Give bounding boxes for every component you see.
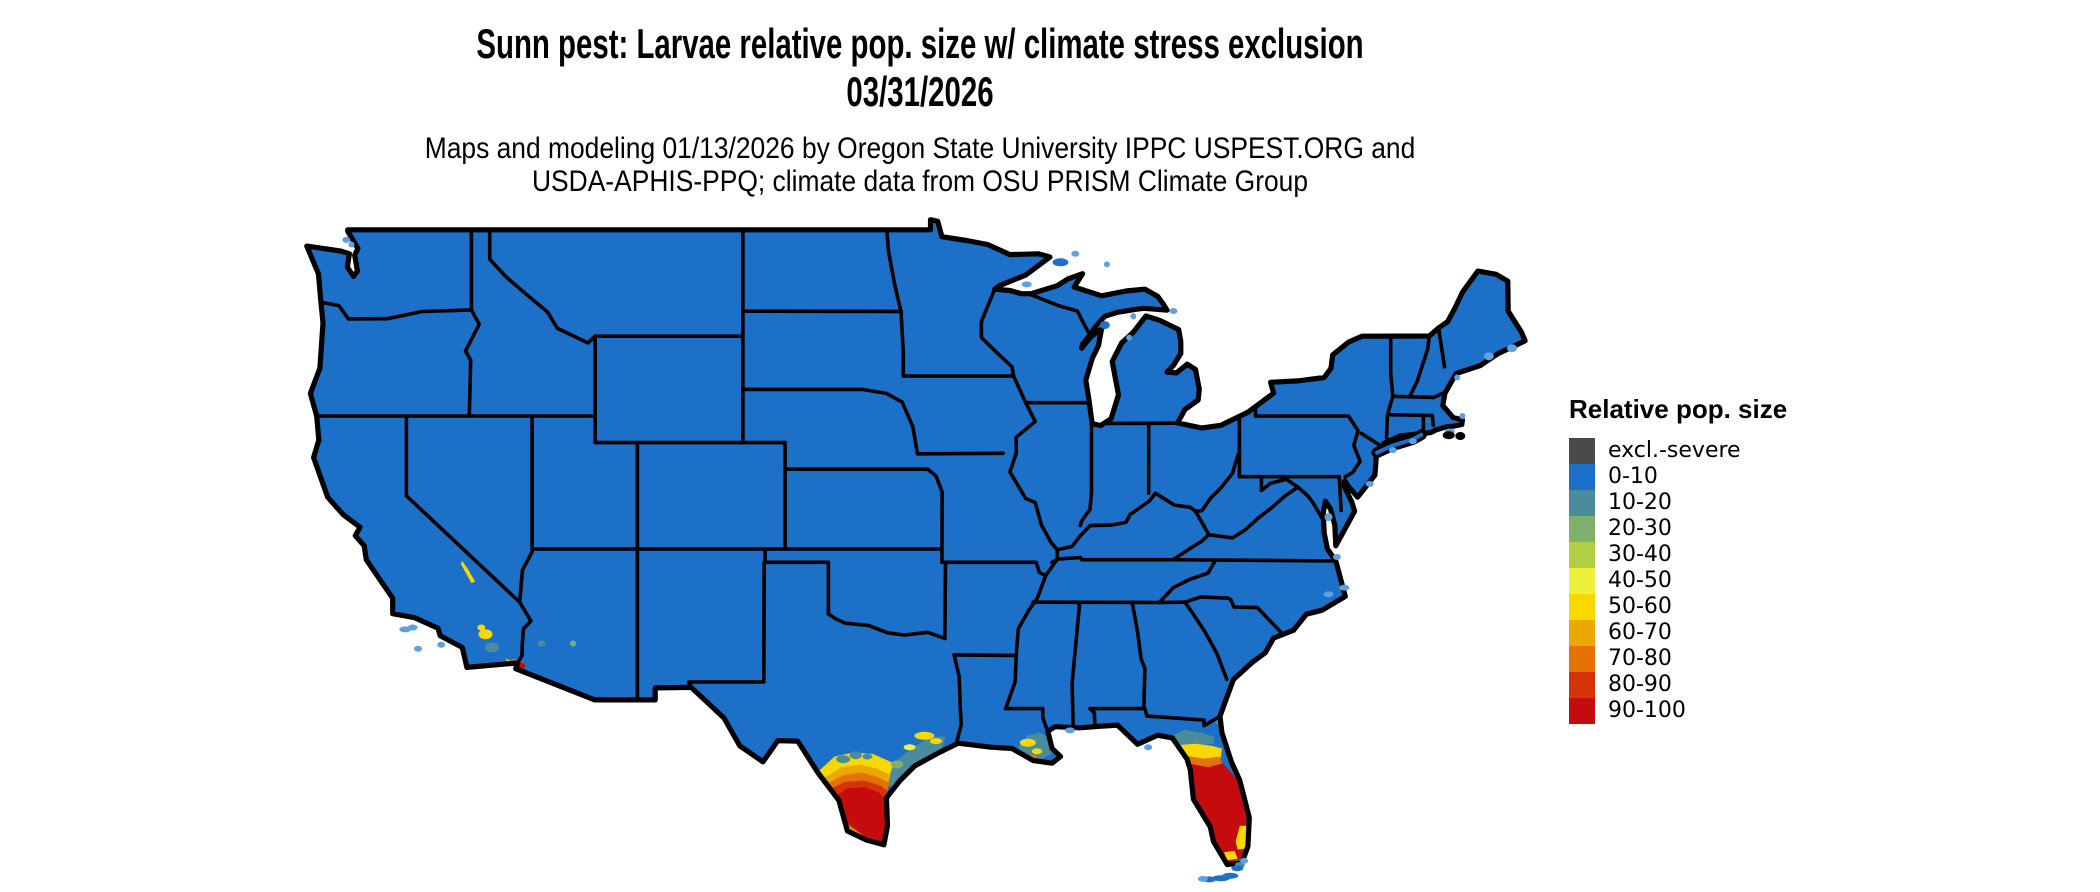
nation-fill <box>306 219 1526 865</box>
figure-subtitle: Maps and modeling 01/13/2026 by Oregon S… <box>170 132 1670 198</box>
legend-item: 40-50 <box>1569 568 1787 594</box>
legend-item: 80-90 <box>1569 672 1787 698</box>
legend-swatch <box>1569 464 1595 490</box>
legend-item: excl.-severe <box>1569 438 1787 464</box>
legend-item: 10-20 <box>1569 490 1787 516</box>
legend-item-label: excl.-severe <box>1608 438 1741 463</box>
legend-item: 0-10 <box>1569 464 1787 490</box>
legend-swatch <box>1569 594 1595 620</box>
legend-item-label: 30-40 <box>1608 542 1672 567</box>
legend-item-label: 40-50 <box>1608 568 1672 593</box>
legend-item-label: 50-60 <box>1608 594 1672 619</box>
legend-item: 60-70 <box>1569 620 1787 646</box>
legend-item: 90-100 <box>1569 698 1787 724</box>
legend-swatch <box>1569 542 1595 568</box>
legend-swatch <box>1569 438 1595 464</box>
figure-title-line2: 03/31/2026 <box>846 68 994 115</box>
legend-items: excl.-severe 0-10 10-20 20-30 30-40 40-50 50-6… <box>1569 438 1787 724</box>
figure-title-line1: Sunn pest: Larvae relative pop. size w/ … <box>476 20 1364 67</box>
legend-swatch <box>1569 646 1595 672</box>
legend-item-label: 70-80 <box>1608 646 1672 671</box>
legend-swatch <box>1569 568 1595 594</box>
us-distribution-map <box>304 217 1528 883</box>
legend-swatch <box>1569 698 1595 724</box>
legend-swatch <box>1569 620 1595 646</box>
figure-subtitle-line2: USDA-APHIS-PPQ; climate data from OSU PR… <box>531 165 1309 198</box>
legend-item: 20-30 <box>1569 516 1787 542</box>
legend-swatch <box>1569 672 1595 698</box>
legend-title: Relative pop. size <box>1569 394 1788 424</box>
legend-item: 50-60 <box>1569 594 1787 620</box>
legend-swatch <box>1569 516 1595 542</box>
figure-header: Sunn pest: Larvae relative pop. size w/ … <box>170 20 1670 198</box>
legend-item-label: 80-90 <box>1608 672 1672 697</box>
map-legend: Relative pop. size excl.-severe 0-10 10-20… <box>1569 394 1787 724</box>
legend-swatch <box>1569 490 1595 516</box>
legend-item-label: 20-30 <box>1608 516 1672 541</box>
legend-item-label: 90-100 <box>1608 698 1686 723</box>
legend-item: 70-80 <box>1569 646 1787 672</box>
legend-item: 30-40 <box>1569 542 1787 568</box>
figure-subtitle-line1: Maps and modeling 01/13/2026 by Oregon S… <box>424 132 1416 165</box>
legend-item-label: 10-20 <box>1608 490 1672 515</box>
legend-item-label: 60-70 <box>1608 620 1672 645</box>
map-overlays <box>314 228 1447 862</box>
nation-outline <box>304 217 1528 868</box>
legend-item-label: 0-10 <box>1608 464 1658 489</box>
